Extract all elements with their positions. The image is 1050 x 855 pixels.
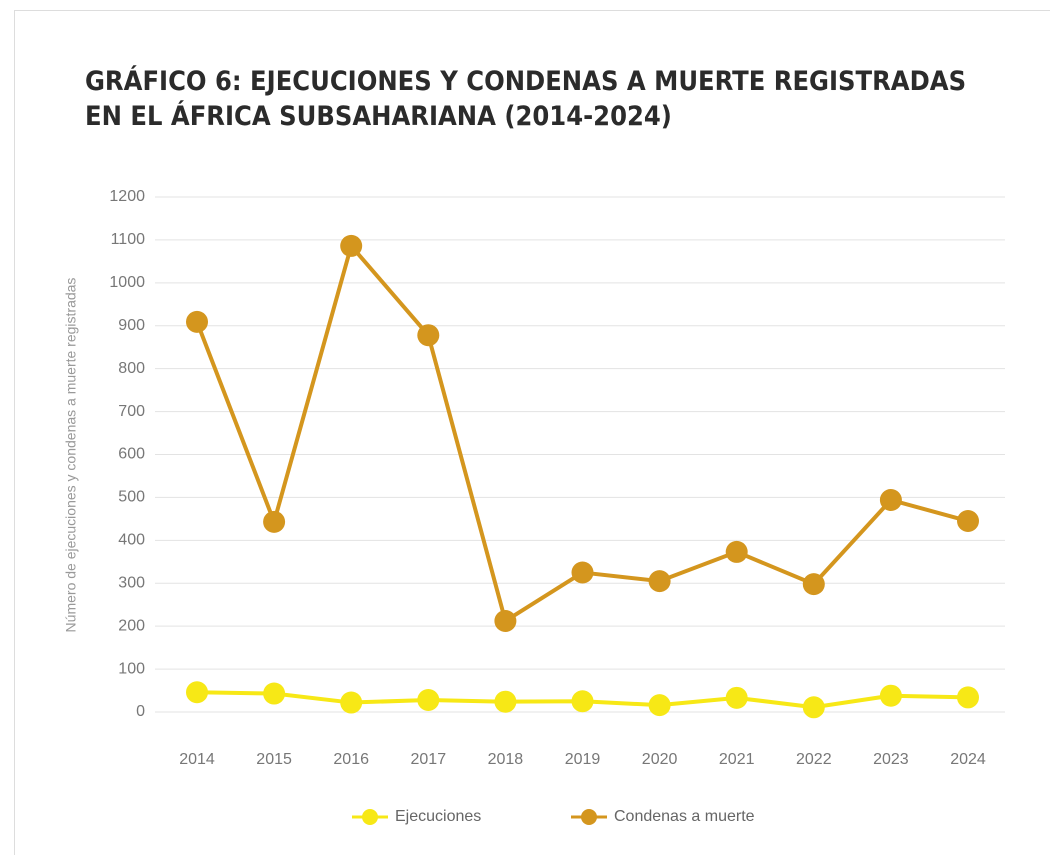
data-point bbox=[879, 488, 902, 511]
x-tick-label: 2014 bbox=[179, 751, 215, 768]
x-tick-label: 2015 bbox=[256, 751, 292, 768]
y-tick-label: 800 bbox=[118, 360, 145, 377]
data-point bbox=[802, 573, 825, 596]
data-point bbox=[648, 694, 671, 717]
x-tick-label: 2021 bbox=[719, 751, 755, 768]
legend-label: Ejecuciones bbox=[395, 808, 481, 825]
y-axis-label: Número de ejecuciones y condenas a muert… bbox=[63, 278, 79, 633]
data-point bbox=[957, 686, 979, 709]
data-point bbox=[802, 696, 825, 719]
legend-label: Condenas a muerte bbox=[614, 808, 755, 825]
data-point bbox=[263, 682, 286, 705]
x-tick-label: 2017 bbox=[411, 751, 447, 768]
x-tick-label: 2019 bbox=[565, 751, 601, 768]
y-tick-label: 700 bbox=[118, 403, 145, 420]
x-tick-label: 2018 bbox=[488, 751, 524, 768]
data-point bbox=[494, 610, 517, 633]
x-tick-label: 2022 bbox=[796, 751, 832, 768]
y-tick-label: 200 bbox=[118, 617, 145, 634]
data-point bbox=[571, 561, 594, 584]
x-tick-label: 2024 bbox=[950, 751, 986, 768]
data-point bbox=[725, 540, 748, 563]
legend-marker bbox=[362, 809, 378, 825]
data-point bbox=[417, 688, 440, 711]
x-tick-label: 2016 bbox=[333, 751, 369, 768]
data-point bbox=[957, 510, 979, 533]
data-point bbox=[648, 570, 671, 593]
chart-title: EN EL ÁFRICA SUBSAHARIANA (2014-2024) bbox=[85, 100, 672, 132]
data-point bbox=[417, 324, 440, 347]
y-tick-label: 900 bbox=[118, 317, 145, 334]
data-point bbox=[186, 310, 208, 333]
y-tick-label: 1200 bbox=[109, 188, 145, 205]
y-tick-label: 100 bbox=[118, 660, 145, 677]
y-tick-label: 600 bbox=[118, 446, 145, 463]
data-point bbox=[879, 684, 902, 707]
y-tick-label: 1100 bbox=[111, 231, 146, 248]
data-point bbox=[340, 234, 363, 257]
y-tick-label: 300 bbox=[118, 574, 145, 591]
data-point bbox=[340, 691, 363, 714]
frame bbox=[14, 10, 1050, 855]
data-point bbox=[186, 681, 208, 704]
y-tick-label: 1000 bbox=[109, 274, 145, 291]
y-tick-label: 0 bbox=[136, 703, 145, 720]
chart-title: GRÁFICO 6: EJECUCIONES Y CONDENAS A MUER… bbox=[85, 65, 966, 97]
y-tick-label: 400 bbox=[118, 532, 145, 549]
x-tick-label: 2023 bbox=[873, 751, 909, 768]
data-point bbox=[263, 510, 286, 533]
x-tick-label: 2020 bbox=[642, 751, 678, 768]
legend-marker bbox=[581, 809, 597, 825]
data-point bbox=[494, 690, 517, 713]
y-tick-label: 500 bbox=[118, 489, 145, 506]
data-point bbox=[571, 690, 594, 713]
data-point bbox=[725, 686, 748, 709]
